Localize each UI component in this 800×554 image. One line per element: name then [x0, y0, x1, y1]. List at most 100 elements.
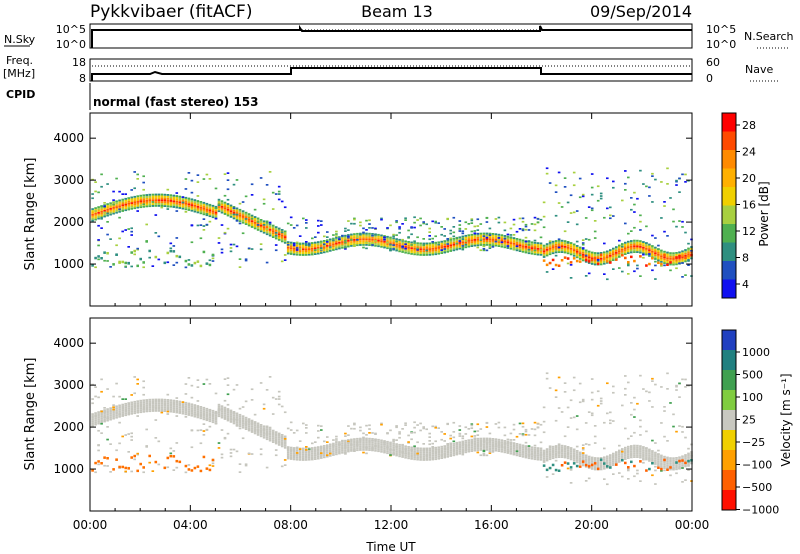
colorbar-swatch [722, 279, 736, 299]
echo-cell [238, 417, 242, 420]
echo-cell [648, 195, 651, 197]
echo-cell [440, 447, 443, 450]
echo-cell [115, 209, 118, 212]
echo-cell [97, 418, 100, 421]
echo-cell [410, 454, 413, 456]
echo-cell [500, 439, 504, 442]
echo-cell [642, 246, 645, 249]
echo-cell [181, 196, 185, 198]
echo-cell [202, 178, 206, 180]
y-tick-label: 1000 [53, 462, 84, 476]
echo-cell [533, 223, 537, 226]
echo-cell [106, 233, 109, 236]
echo-cell [548, 253, 552, 256]
echo-cell [401, 241, 404, 244]
echo-cell [256, 228, 260, 231]
echo-cell [169, 194, 173, 197]
echo-cell [338, 239, 341, 242]
echo-cell [578, 248, 582, 251]
echo-cell [211, 409, 215, 412]
echo-cell [488, 443, 492, 446]
echo-cell [660, 265, 663, 267]
echo-cell [317, 243, 320, 245]
echo-cell [344, 441, 347, 444]
echo-cell [217, 447, 221, 449]
echo-cell [295, 447, 299, 450]
echo-cell [106, 426, 109, 428]
echo-cell [184, 471, 188, 474]
echo-cell [437, 248, 440, 251]
echo-cell [479, 447, 483, 450]
echo-cell [100, 257, 103, 260]
echo-cell [265, 233, 269, 236]
echo-cell [238, 210, 242, 213]
echo-cell [467, 238, 471, 240]
echo-cell [109, 204, 112, 206]
echo-cell [524, 240, 528, 243]
echo-cell [509, 236, 513, 239]
echo-cell [100, 419, 103, 422]
echo-cell [94, 419, 97, 422]
echo-cell [470, 219, 474, 222]
echo-cell [470, 424, 474, 427]
echo-cell [196, 405, 200, 407]
echo-cell [196, 200, 200, 202]
echo-cell [365, 229, 368, 231]
echo-cell [208, 178, 212, 180]
echo-cell [332, 450, 335, 453]
echo-cell [497, 426, 501, 429]
echo-cell [657, 449, 660, 452]
echo-cell [395, 240, 398, 243]
echo-cell [274, 437, 278, 439]
echo-cell [271, 431, 275, 434]
echo-cell [452, 450, 456, 453]
echo-cell [407, 248, 410, 251]
echo-cell [341, 446, 344, 448]
echo-cell [521, 241, 525, 244]
echo-cell [482, 453, 486, 455]
echo-cell [265, 430, 269, 433]
echo-cell [389, 447, 392, 450]
echo-cell [434, 221, 437, 224]
echo-cell [521, 444, 525, 447]
echo-cell [148, 410, 151, 413]
echo-cell [175, 195, 179, 197]
echo-cell [274, 442, 278, 445]
echo-cell [184, 196, 188, 199]
echo-cell [121, 411, 124, 414]
echo-cell [596, 185, 600, 188]
echo-cell [136, 204, 139, 207]
echo-cell [657, 466, 660, 469]
echo-cell [268, 171, 272, 173]
echo-cell [645, 264, 648, 267]
echo-cell [446, 239, 449, 242]
echo-cell [633, 431, 636, 434]
echo-cell [130, 227, 133, 230]
echo-cell [326, 448, 329, 450]
echo-cell [247, 425, 251, 428]
echo-cell [383, 238, 386, 241]
echo-cell [205, 428, 209, 431]
colorbar-tick-label: −100 [742, 459, 772, 472]
echo-cell [488, 452, 492, 454]
echo-cell [551, 252, 555, 255]
echo-cell [139, 405, 142, 408]
echo-cell [455, 239, 459, 241]
echo-cell [196, 205, 200, 208]
echo-cell [425, 458, 428, 461]
echo-cell [326, 250, 329, 253]
echo-cell [320, 457, 323, 459]
echo-cell [633, 396, 636, 399]
echo-cell [419, 252, 422, 254]
echo-cell [395, 247, 398, 250]
echo-cell [494, 445, 498, 448]
echo-cell [392, 438, 395, 441]
echo-cell [181, 403, 185, 406]
echo-cell [575, 450, 579, 452]
echo-cell [488, 244, 492, 246]
echo-cell [458, 447, 462, 449]
echo-cell [187, 201, 191, 204]
echo-cell [298, 457, 302, 459]
echo-cell [317, 436, 320, 439]
echo-cell [268, 435, 272, 438]
